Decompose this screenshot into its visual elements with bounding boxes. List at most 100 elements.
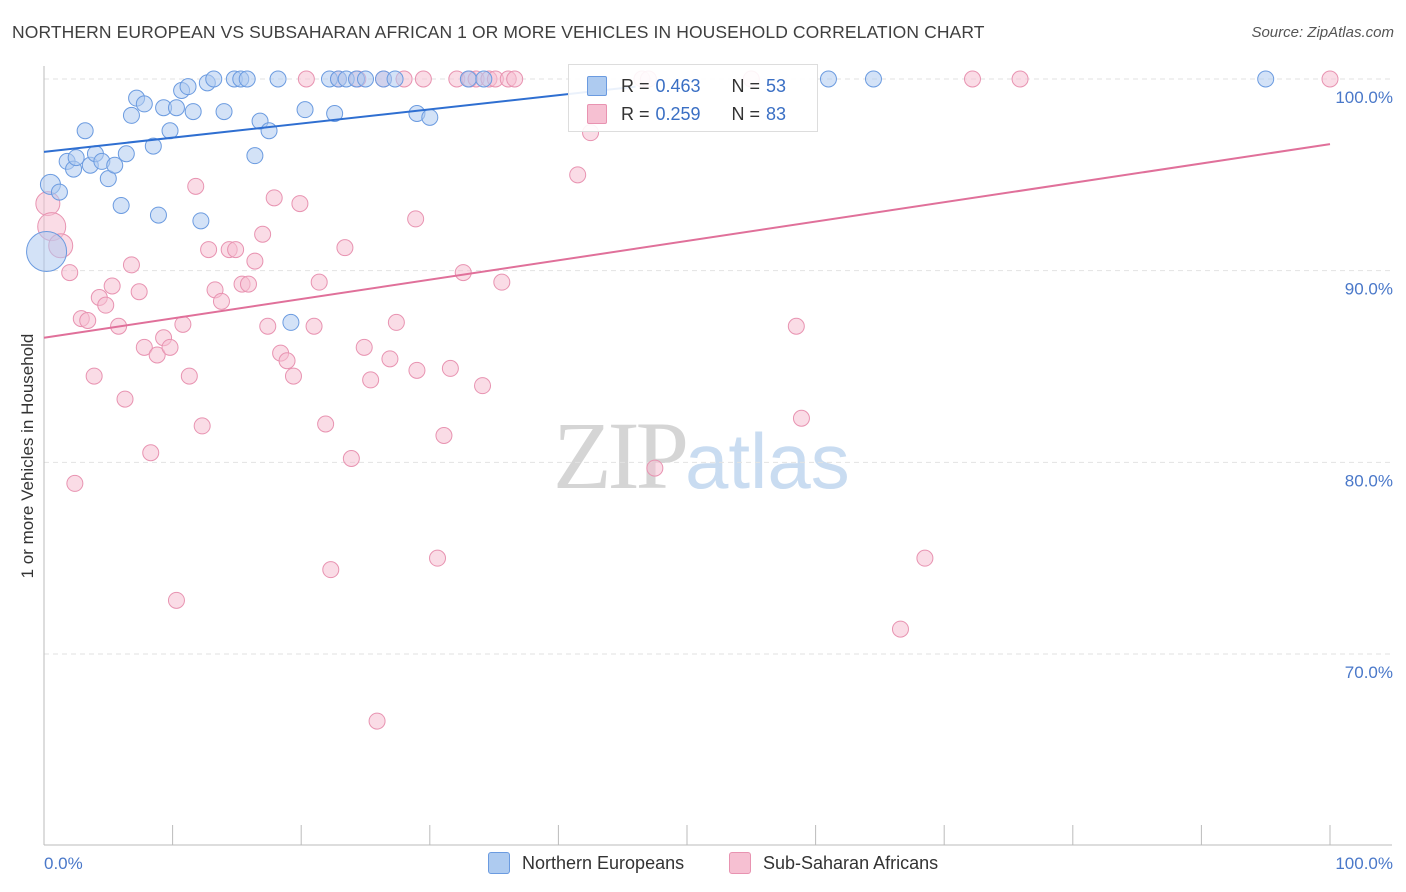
sub-saharan-african-point	[122, 256, 140, 274]
northern-european-point	[357, 70, 374, 88]
sub-saharan-african-point	[116, 390, 134, 408]
sub-saharan-african-point	[362, 371, 380, 389]
northern-european-point	[179, 78, 197, 96]
sub-saharan-african-point	[187, 177, 205, 195]
legend-label: Northern Europeans	[522, 852, 685, 873]
y-axis-label: 1 or more Vehicles in Household	[18, 333, 37, 579]
sub-saharan-african-point	[193, 417, 211, 435]
pink-swatch	[587, 104, 607, 124]
northern-european-point	[50, 183, 68, 201]
y-tick-label: 80.0%	[1345, 471, 1393, 490]
sub-saharan-african-point	[408, 361, 426, 379]
sub-saharan-african-point	[265, 189, 283, 207]
sub-saharan-african-point	[1321, 70, 1339, 88]
northern-european-point	[117, 145, 135, 163]
northern-european-point	[421, 108, 439, 126]
northern-european-point	[238, 70, 256, 88]
sub-saharan-african-point	[61, 264, 79, 282]
sub-saharan-african-point	[97, 296, 115, 314]
legend-n-label: N =	[731, 75, 761, 96]
trend-lines	[43, 85, 1331, 339]
legend-n-value: 83	[766, 103, 787, 124]
northern-european-point	[26, 231, 68, 272]
legend-row-sub-saharan-africans: R = 0.259 N = 83	[587, 101, 786, 127]
northern-european-point	[269, 70, 287, 88]
sub-saharan-african-point	[381, 350, 399, 368]
sub-saharan-african-point	[891, 620, 909, 638]
sub-saharan-african-point	[259, 317, 277, 335]
sub-saharan-african-point	[336, 239, 354, 257]
sub-saharan-african-point	[368, 712, 386, 730]
sub-saharan-african-point	[792, 409, 810, 427]
northern-european-point	[296, 101, 314, 119]
y-tick-label: 100.0%	[1335, 88, 1393, 107]
correlation-legend: R = 0.463 N = 53 R = 0.259 N = 83	[568, 64, 818, 132]
tick-labels: 100.0% 90.0% 80.0% 70.0% 0.0% 100.0%	[44, 88, 1393, 873]
northern-european-point	[192, 212, 210, 230]
sub-saharan-african-point	[493, 273, 511, 291]
northern-european-point	[459, 70, 477, 88]
northern-european-point	[184, 103, 202, 121]
y-tick-label: 70.0%	[1345, 663, 1393, 682]
sub-saharan-african-point	[1011, 70, 1029, 88]
sub-saharan-african-point	[414, 70, 432, 88]
northern-european-point	[215, 103, 233, 121]
sub-saharan-african-point	[305, 317, 323, 335]
northern-european-point	[106, 156, 124, 174]
sub-saharan-african-point	[474, 377, 492, 395]
northern-european-point	[1257, 70, 1275, 88]
northern-european-point	[205, 70, 223, 88]
sub-saharan-african-point	[167, 591, 185, 609]
legend-row-northern-europeans: R = 0.463 N = 53	[587, 73, 786, 99]
sub-saharan-african-point	[284, 367, 302, 385]
legend-label: Sub-Saharan Africans	[763, 852, 939, 873]
series-sub-saharan-africans	[35, 70, 1339, 730]
sub-saharan-african-point	[916, 549, 934, 567]
legend-n-value: 53	[766, 75, 787, 96]
sub-saharan-african-point	[342, 450, 360, 467]
sub-saharan-african-point	[227, 241, 245, 259]
watermark-atlas: atlas	[685, 417, 850, 505]
x-tick-label-max: 100.0%	[1335, 854, 1393, 873]
sub-saharan-african-point	[429, 549, 447, 567]
legend-r-value: 0.463	[655, 75, 701, 96]
blue-trend-line	[43, 85, 636, 153]
pink-trend-line	[43, 143, 1331, 339]
northern-european-point	[475, 70, 493, 88]
sub-saharan-african-point	[646, 459, 664, 477]
sub-saharan-african-point	[963, 70, 981, 88]
source-label: Source: ZipAtlas.com	[1251, 24, 1394, 41]
sub-saharan-african-point	[787, 317, 805, 335]
northern-european-point	[326, 105, 344, 122]
sub-saharan-african-point	[291, 195, 309, 213]
legend-r-value: 0.259	[655, 103, 701, 124]
series-legend: Northern Europeans Sub-Saharan Africans	[0, 852, 1406, 878]
northern-european-point	[260, 122, 278, 140]
legend-item-sub-saharan-africans: Sub-Saharan Africans	[729, 852, 938, 874]
blue-swatch	[587, 76, 607, 96]
pink-swatch	[729, 852, 751, 874]
sub-saharan-african-point	[148, 346, 166, 364]
sub-saharan-african-point	[161, 338, 179, 356]
sub-saharan-african-point	[239, 275, 257, 293]
series-northern-europeans	[26, 70, 1275, 331]
legend-r-label: R =	[621, 75, 650, 96]
legend-n-label: N =	[731, 103, 761, 124]
sub-saharan-african-point	[407, 210, 425, 228]
northern-european-point	[149, 206, 167, 224]
sub-saharan-african-point	[569, 166, 587, 184]
sub-saharan-african-point	[142, 444, 160, 462]
sub-saharan-african-point	[506, 70, 524, 88]
northern-european-point	[144, 137, 162, 155]
northern-european-point	[122, 106, 140, 124]
sub-saharan-african-point	[135, 338, 153, 356]
x-tick-label-min: 0.0%	[44, 854, 83, 873]
northern-european-point	[386, 70, 404, 88]
sub-saharan-african-point	[103, 277, 121, 295]
sub-saharan-african-point	[246, 252, 264, 270]
sub-saharan-african-point	[66, 474, 84, 492]
sub-saharan-african-point	[254, 225, 272, 243]
sub-saharan-african-point	[180, 367, 198, 385]
northern-european-point	[67, 149, 85, 167]
